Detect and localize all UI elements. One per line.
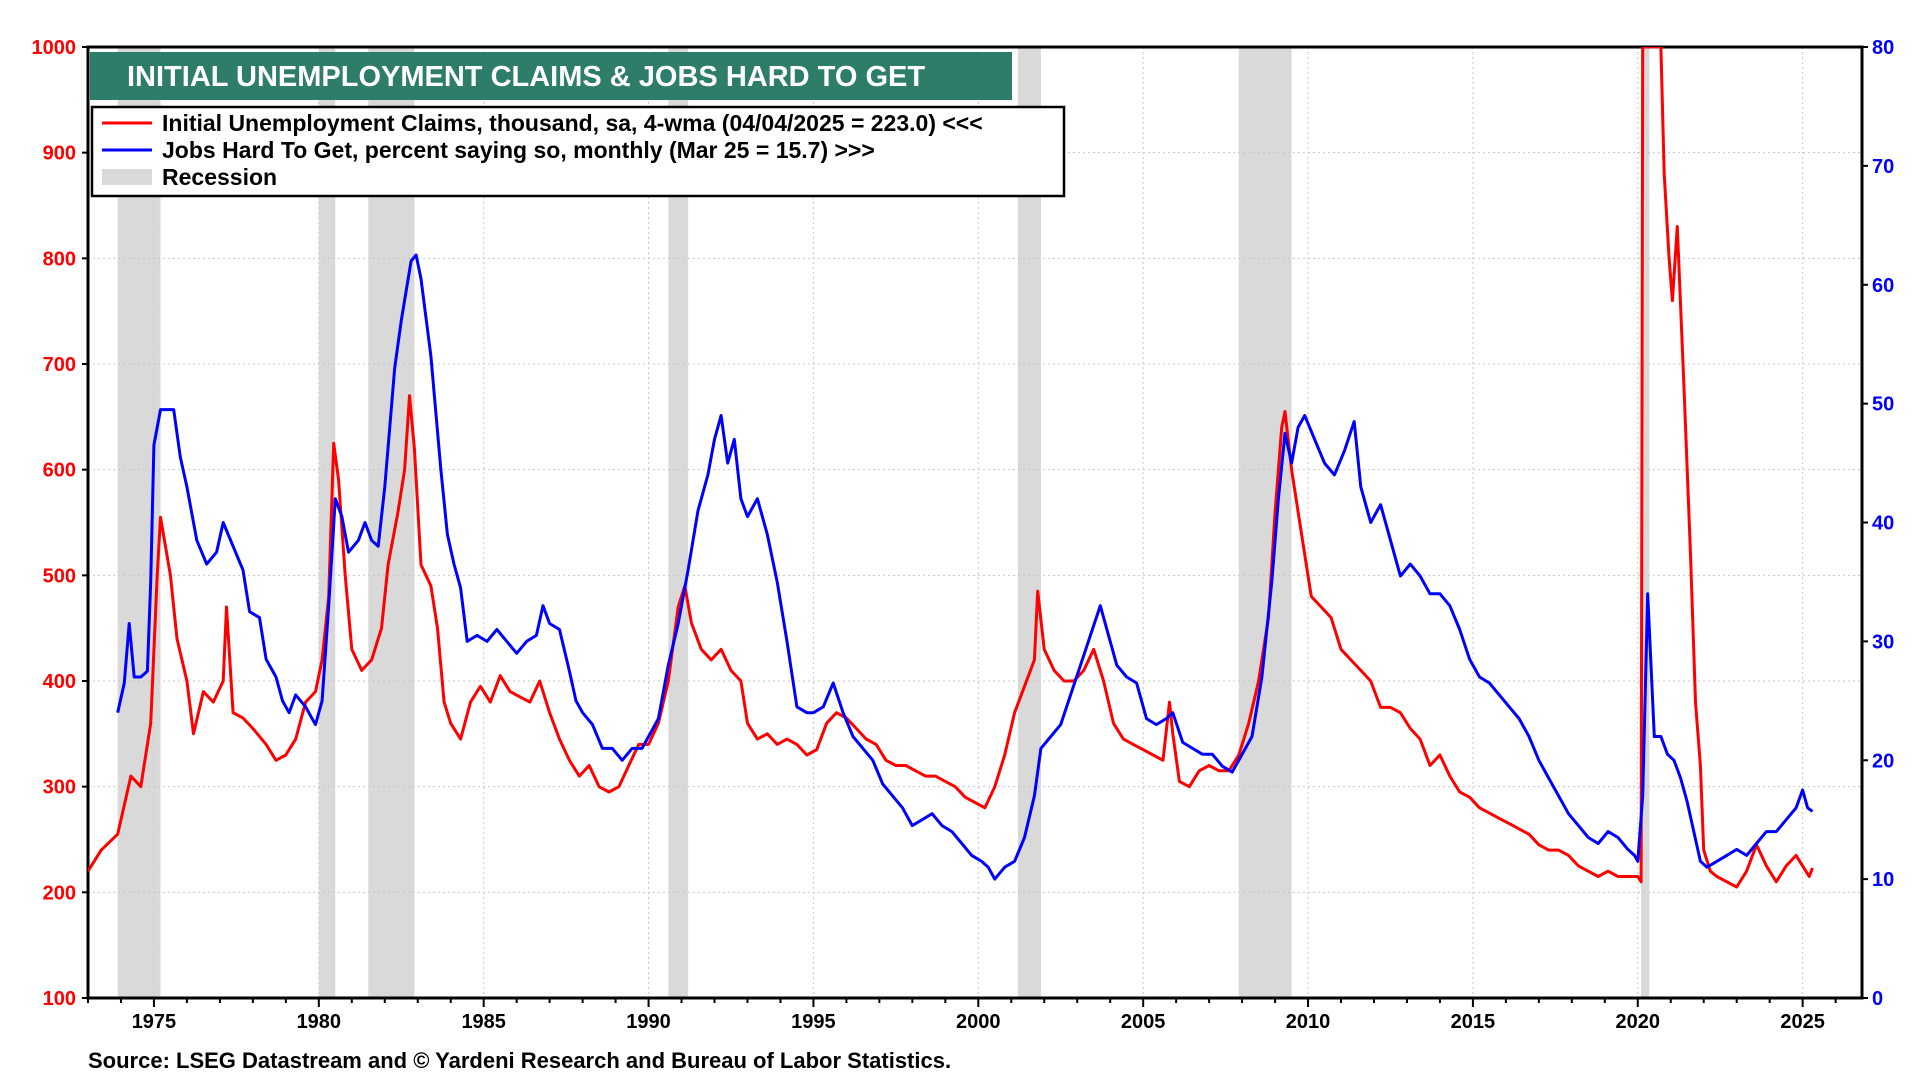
- right-tick-label: 70: [1872, 156, 1894, 178]
- x-tick-label: 1990: [626, 1011, 671, 1033]
- recession-band-4: [1017, 47, 1041, 998]
- left-tick-label: 900: [43, 143, 76, 165]
- recession-band-5: [1238, 47, 1292, 998]
- right-tick-label: 30: [1872, 631, 1894, 653]
- x-axis-ticks: 1975 1980 1985 1990 1995 2000 2005 2010 2015 2020…: [87, 998, 1837, 1033]
- claims-line: [88, 47, 1814, 889]
- recession-bands: [117, 47, 1650, 998]
- x-tick-label: 2010: [1286, 1011, 1331, 1033]
- right-tick-label: 80: [1872, 37, 1894, 59]
- series-lines: [88, 47, 1814, 889]
- left-tick-label: 300: [43, 777, 76, 799]
- right-tick-label: 50: [1872, 394, 1894, 416]
- right-tick-label: 0: [1872, 988, 1883, 1010]
- recession-band-2: [368, 47, 415, 998]
- left-tick-label: 500: [43, 565, 76, 587]
- recession-band-6: [1641, 47, 1650, 998]
- left-tick-label: 200: [43, 882, 76, 904]
- legend: Initial Unemployment Claims, thousand, s…: [90, 105, 1066, 198]
- right-tick-label: 60: [1872, 275, 1894, 297]
- right-tick-label: 40: [1872, 513, 1894, 535]
- right-axis-ticks: 0 10 20 30 40 50 60 70 80: [1862, 37, 1894, 1010]
- title-banner: [90, 52, 1012, 100]
- left-tick-label: 700: [43, 354, 76, 376]
- x-tick-label: 1975: [132, 1011, 177, 1033]
- left-tick-label: 600: [43, 460, 76, 482]
- right-tick-label: 10: [1872, 869, 1894, 891]
- right-tick-label: 20: [1872, 750, 1894, 772]
- x-tick-label: 1995: [791, 1011, 836, 1033]
- legend-label-jobs: Jobs Hard To Get, percent saying so, mon…: [162, 137, 875, 163]
- jobs-hard-to-get-line: [116, 253, 1814, 881]
- left-tick-label: 100: [43, 988, 76, 1010]
- x-tick-label: 1980: [297, 1011, 342, 1033]
- x-tick-label: 2020: [1616, 1011, 1661, 1033]
- x-tick-label: 2000: [956, 1011, 1001, 1033]
- left-tick-label: 400: [43, 671, 76, 693]
- recession-band-3: [668, 47, 689, 998]
- x-tick-label: 2015: [1451, 1011, 1496, 1033]
- x-tick-label: 2025: [1780, 1011, 1825, 1033]
- source-note: Source: LSEG Datastream and © Yardeni Re…: [88, 1048, 951, 1073]
- left-tick-label: 800: [43, 248, 76, 270]
- legend-label-recession: Recession: [162, 164, 277, 190]
- left-tick-label: 1000: [32, 37, 77, 59]
- x-tick-label: 1985: [461, 1011, 506, 1033]
- legend-swatch-recession: [102, 169, 152, 185]
- legend-label-claims: Initial Unemployment Claims, thousand, s…: [162, 110, 983, 136]
- chart-title: INITIAL UNEMPLOYMENT CLAIMS & JOBS HARD …: [127, 61, 925, 93]
- legend-box: [90, 105, 1066, 198]
- recession-band-1: [318, 47, 336, 998]
- x-tick-label: 2005: [1121, 1011, 1166, 1033]
- left-axis-ticks: 100 200 300 400 500 600 700 800 900 1000: [32, 37, 88, 1010]
